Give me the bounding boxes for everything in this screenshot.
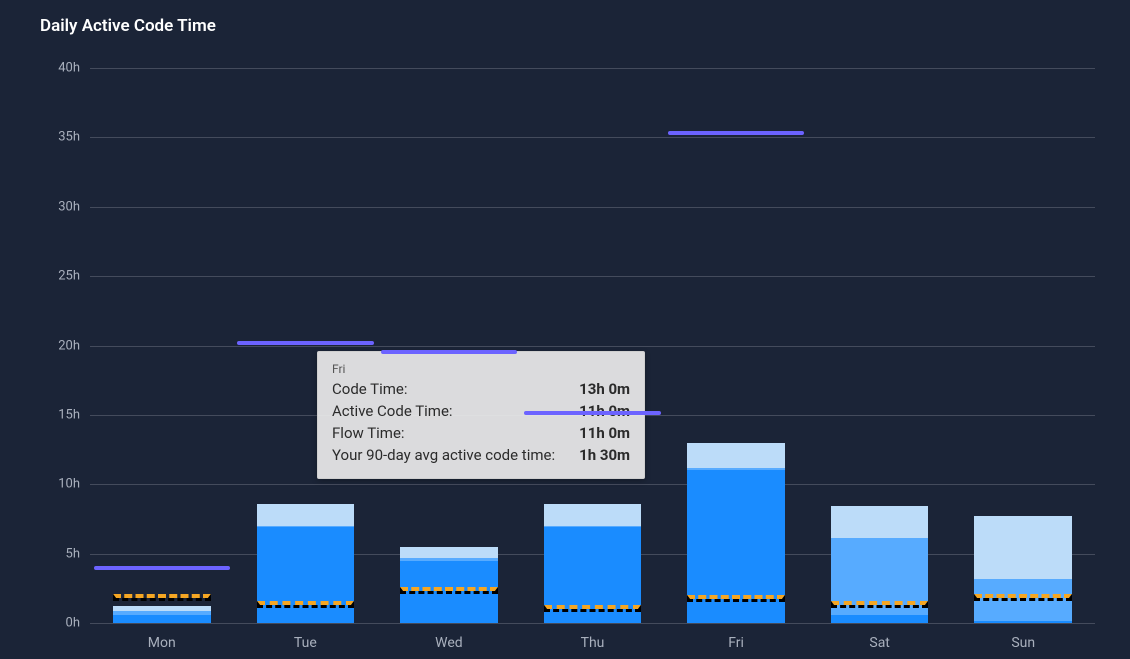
marker-line xyxy=(668,131,804,135)
gridline xyxy=(90,207,1095,208)
daily-active-code-time-chart: 0h5h10h15h20h25h30h35h40hMonTueWedThuFri… xyxy=(90,68,1095,623)
tooltip-value: 13h 0m xyxy=(555,378,630,400)
marker-line xyxy=(381,350,517,354)
x-axis-label: Thu xyxy=(581,635,605,651)
avg-line xyxy=(831,601,929,608)
bar-segment[interactable] xyxy=(831,538,929,623)
marker-line xyxy=(94,566,230,570)
x-axis-label: Tue xyxy=(294,635,317,651)
y-axis-label: 35h xyxy=(40,130,80,145)
x-axis-label: Sun xyxy=(1011,635,1035,651)
x-axis-label: Mon xyxy=(148,635,176,651)
bar-segment[interactable] xyxy=(974,621,1072,623)
marker-line xyxy=(524,411,660,415)
y-axis-label: 20h xyxy=(40,338,80,353)
bar-segment[interactable] xyxy=(257,527,355,623)
x-axis-label: Wed xyxy=(435,635,463,651)
avg-line xyxy=(544,605,642,612)
y-axis-label: 5h xyxy=(40,546,80,561)
tooltip-row: Code Time: 13h 0m xyxy=(332,378,630,400)
gridline xyxy=(90,137,1095,138)
tooltip-label: Flow Time: xyxy=(332,422,555,444)
tooltip-table: Code Time: 13h 0m Active Code Time: 11h … xyxy=(332,378,630,466)
gridline xyxy=(90,346,1095,347)
tooltip-label: Active Code Time: xyxy=(332,400,555,422)
y-axis-label: 25h xyxy=(40,269,80,284)
tooltip-day: Fri xyxy=(332,362,630,376)
bar-segment[interactable] xyxy=(831,615,929,623)
marker-line xyxy=(237,341,373,345)
y-axis-label: 40h xyxy=(40,61,80,76)
tooltip-value: 1h 30m xyxy=(555,444,630,466)
gridline xyxy=(90,276,1095,277)
tooltip-row: Your 90-day avg active code time: 1h 30m xyxy=(332,444,630,466)
x-axis-label: Fri xyxy=(728,635,744,651)
tooltip-label: Your 90-day avg active code time: xyxy=(332,444,555,466)
tooltip-label: Code Time: xyxy=(332,378,555,400)
avg-line xyxy=(687,595,785,602)
avg-line xyxy=(113,594,211,601)
y-axis-label: 10h xyxy=(40,477,80,492)
y-axis-label: 0h xyxy=(40,616,80,631)
avg-line xyxy=(257,601,355,608)
y-axis-label: 30h xyxy=(40,199,80,214)
tooltip-value: 11h 0m xyxy=(555,422,630,444)
x-axis-label: Sat xyxy=(869,635,890,651)
gridline xyxy=(90,68,1095,69)
gridline xyxy=(90,484,1095,485)
gridline xyxy=(90,623,1095,624)
tooltip-row: Flow Time: 11h 0m xyxy=(332,422,630,444)
chart-title: Daily Active Code Time xyxy=(40,16,216,36)
bar-segment[interactable] xyxy=(113,615,211,623)
avg-line xyxy=(400,587,498,594)
y-axis-label: 15h xyxy=(40,407,80,422)
avg-line xyxy=(974,594,1072,601)
